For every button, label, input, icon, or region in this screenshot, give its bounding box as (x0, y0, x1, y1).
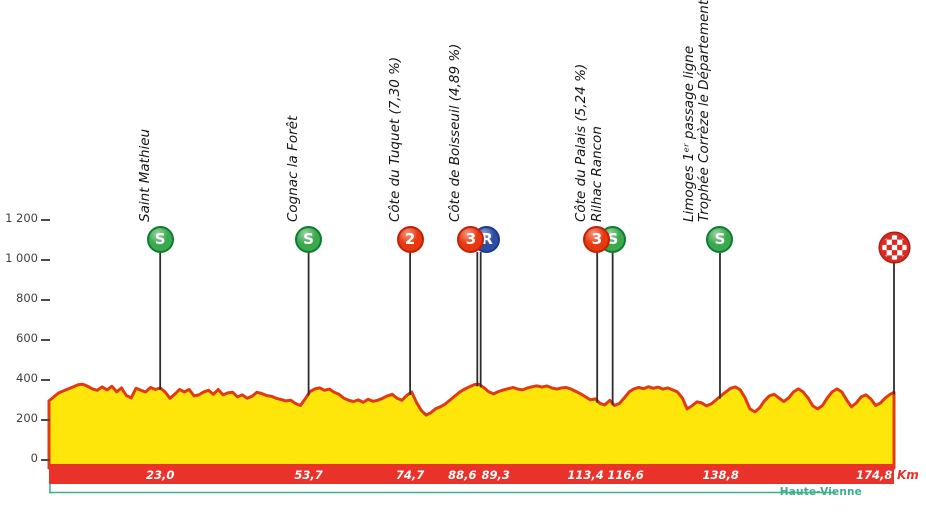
elevation-tick (41, 378, 50, 381)
elevation-tick (41, 418, 50, 421)
climb-cat-2-marker: 2 (396, 225, 424, 253)
waypoint-label: Limoges 1ᵉʳ passage ligne Trophée Corrèz… (681, 0, 713, 222)
km-label: 53,7 (294, 468, 323, 482)
waypoint-label: Côte du Tuquet (7,30 %) (386, 56, 403, 222)
elevation-tick-label: 200 (16, 410, 38, 425)
km-label: 89,3 (481, 468, 510, 482)
elevation-tick-label: 1 200 (5, 210, 38, 225)
elevation-tick (41, 218, 50, 221)
waypoint-label: Cognac la Forêt (285, 115, 302, 222)
finish-marker (877, 230, 911, 264)
sprint-marker: S (295, 225, 323, 253)
elevation-tick (41, 459, 50, 461)
profile-area (47, 382, 896, 470)
department-label: Haute-Vienne (779, 486, 862, 498)
elevation-tick-label: 400 (16, 370, 38, 385)
km-label: 116,6 (607, 468, 644, 482)
elevation-tick (41, 258, 50, 261)
elevation-tick-label: 800 (16, 290, 38, 305)
km-label: 113,4 (567, 468, 604, 482)
elevation-tick-label: 600 (16, 330, 38, 345)
km-label: 174,8 (856, 468, 893, 482)
elevation-tick (41, 338, 50, 341)
waypoint-label: Côte de Boisseuil (4,89 %) (447, 43, 464, 222)
climb-cat-3-marker: 3 (583, 225, 611, 253)
checkered-flag-icon (877, 230, 911, 264)
elevation-tick-label: 0 (30, 451, 38, 465)
km-label: 138,8 (702, 468, 739, 482)
km-unit-label: Km (897, 468, 919, 482)
waypoint-label: Côte du Palais (5,24 %) (573, 63, 590, 222)
sprint-marker: S (146, 225, 174, 253)
km-label: 74,7 (395, 468, 425, 482)
km-label: 23,0 (145, 468, 175, 482)
km-label: 88,6 (448, 468, 477, 482)
sprint-marker: S (706, 225, 734, 253)
distance-bar (49, 464, 894, 484)
climb-cat-3-marker: 3 (457, 225, 485, 253)
waypoint-label: Rilhac Rancon (589, 126, 606, 222)
elevation-tick-label: 1 000 (5, 250, 38, 265)
waypoint-label: Saint Mathieu (136, 128, 153, 222)
elevation-tick (41, 298, 50, 301)
